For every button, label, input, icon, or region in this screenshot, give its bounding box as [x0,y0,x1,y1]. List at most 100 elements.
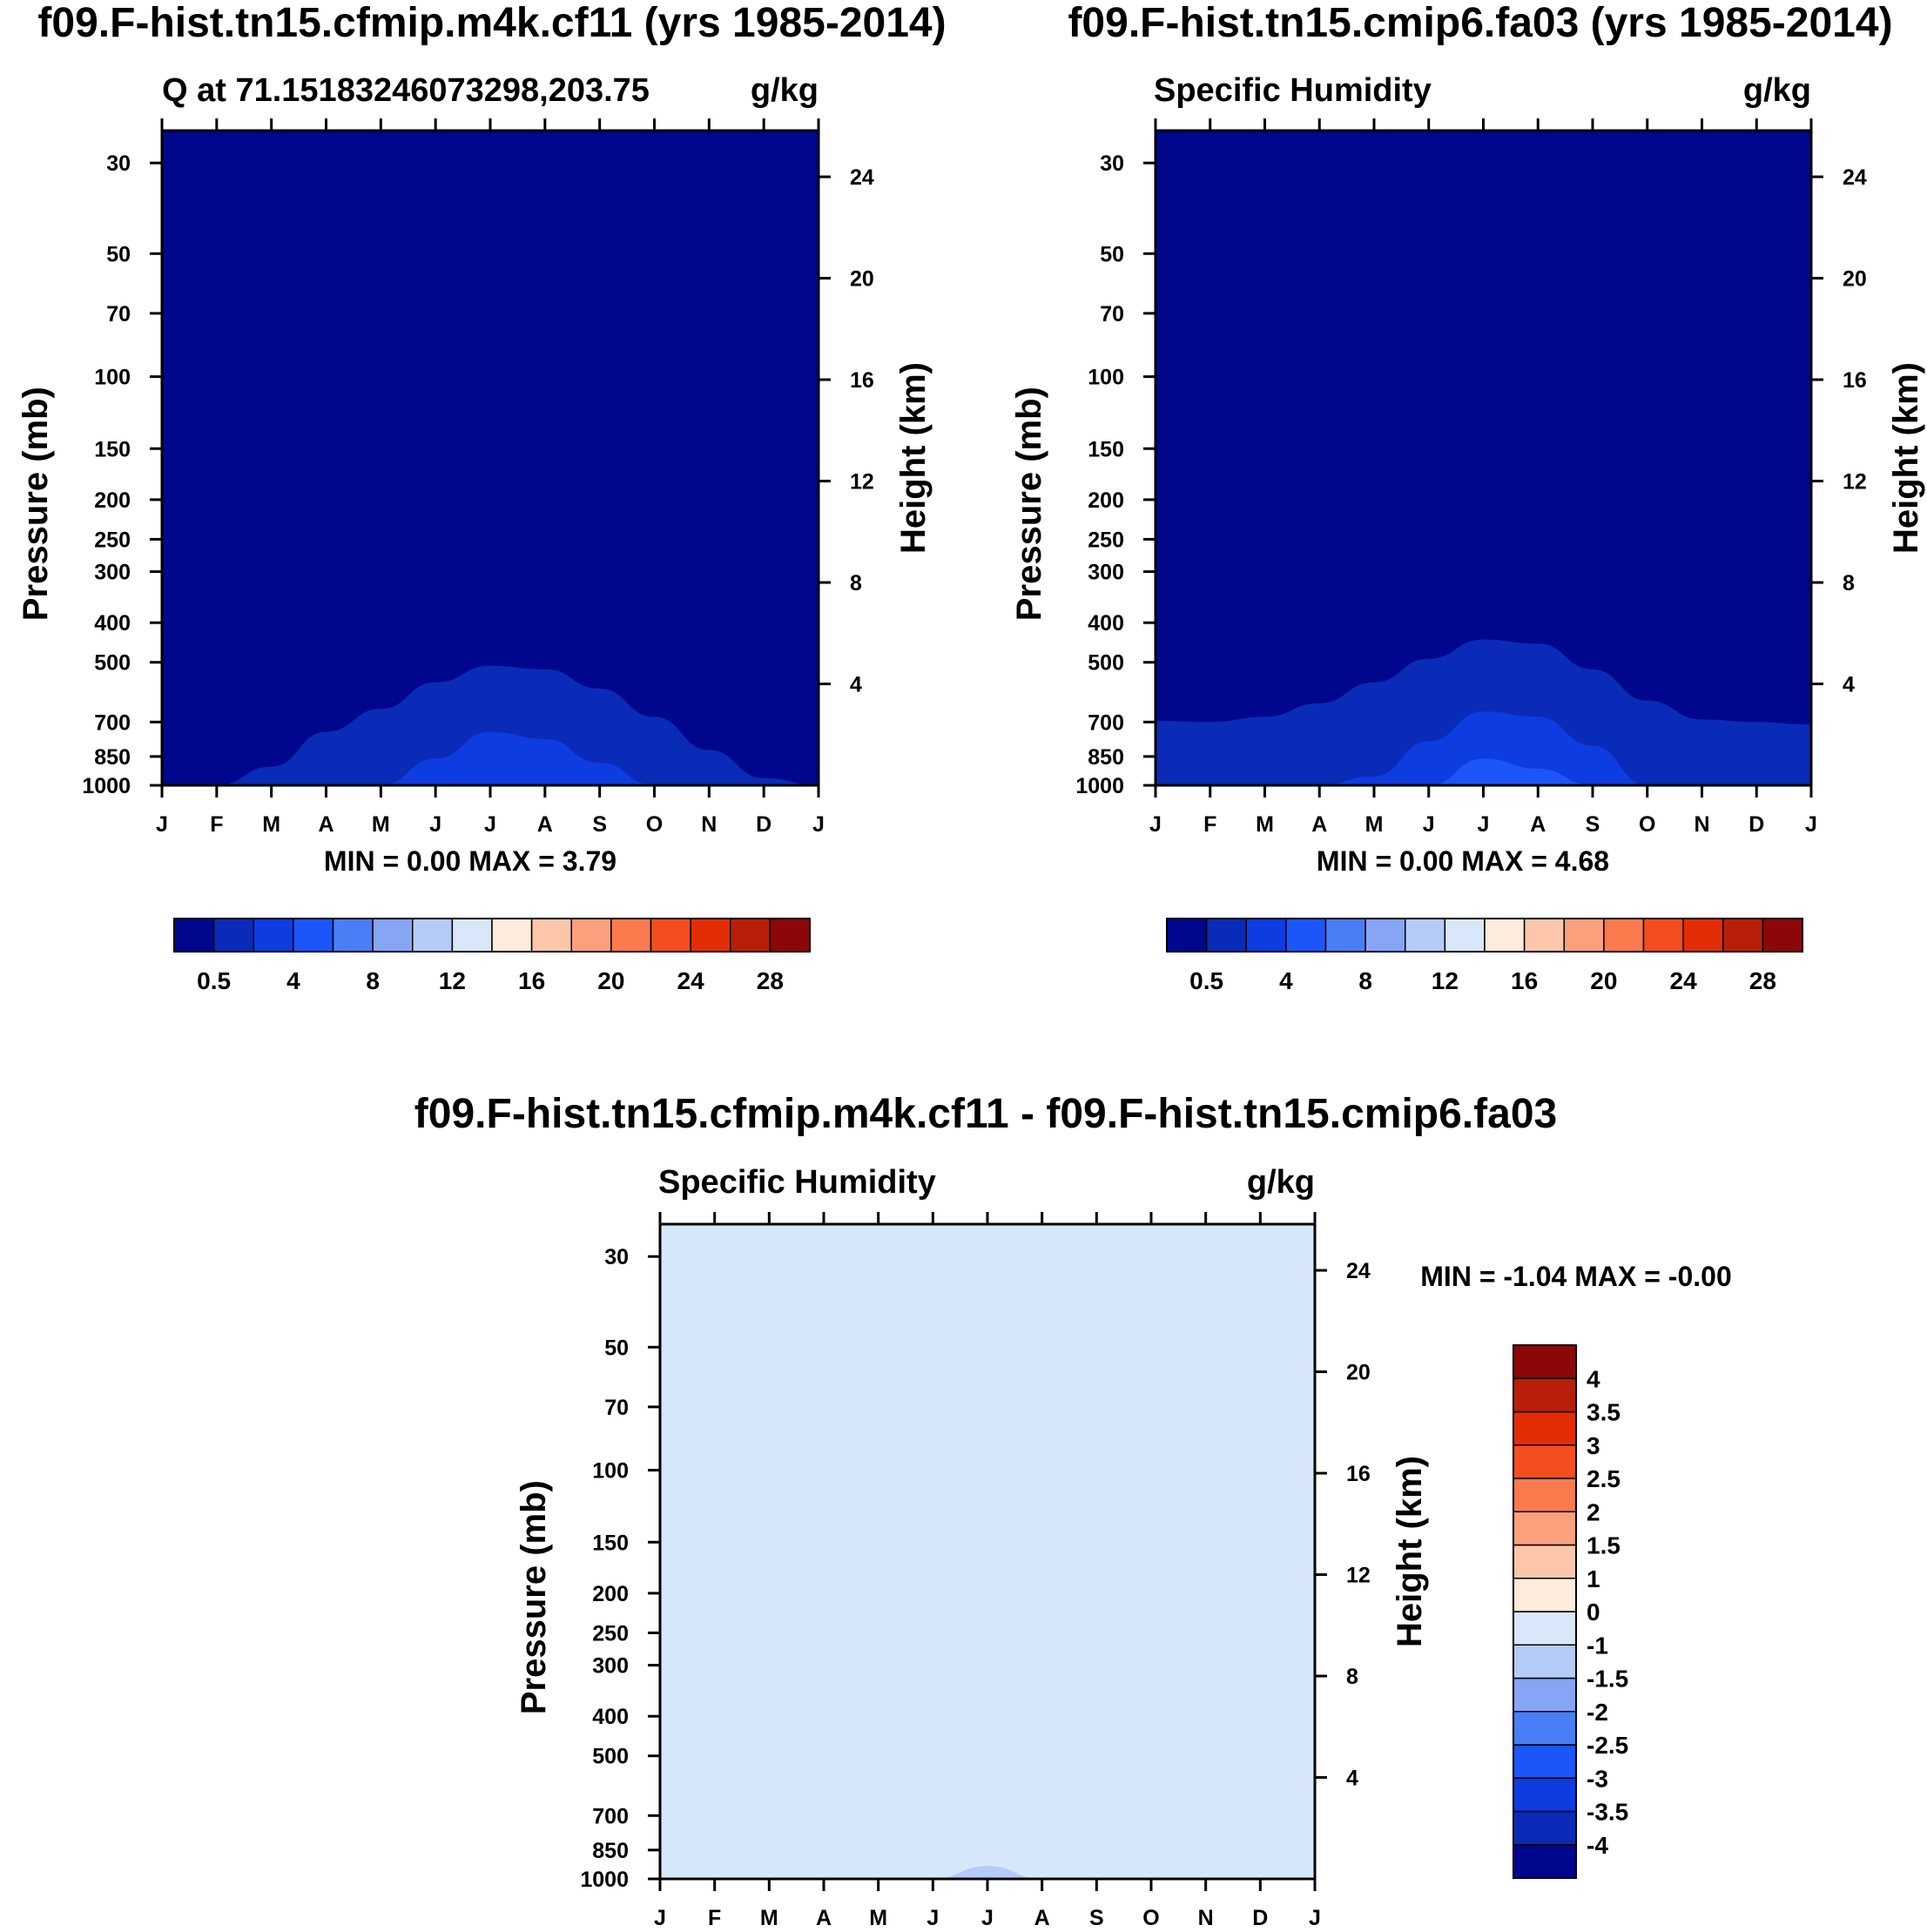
colorbar-label: 1.5 [1587,1532,1620,1559]
panel1-colorbar: 0.5 4 8 12 16 20 24 28 [173,918,811,994]
panel1-title: f09.F-hist.tn15.cfmip.m4k.cf11 (yrs 1985… [37,0,946,46]
colorbar-label: 8 [1358,967,1372,994]
colorbar-label: 24 [1670,967,1698,994]
colorbar-label: -2.5 [1587,1732,1628,1759]
panel2-title: f09.F-hist.tn15.cmip6.fa03 (yrs 1985-201… [1068,0,1892,46]
contour-fill-level-2 [162,731,819,785]
colorbar-box [1513,1544,1577,1579]
colorbar-box [451,918,493,953]
x-tick-label: A [1311,812,1327,837]
colorbar-label: 20 [597,967,624,994]
panel1-plot: J F M A M J J A S O N D J 30 50 70 100 150 200 250 300 400 500… [17,118,933,837]
y-tick-label: 400 [592,1705,629,1729]
x-tick-label: M [262,812,280,837]
y-tick-label: 150 [1088,437,1124,461]
colorbar-box [1285,918,1327,953]
x-tick-label: M [1365,812,1384,837]
colorbar-label: -2 [1587,1699,1608,1726]
y2-tick-label: 12 [1346,1564,1371,1588]
colorbar-box [1513,1844,1577,1879]
colorbar-label: 16 [518,967,545,994]
y2-tick-label: 20 [1346,1361,1371,1385]
colorbar-box [1444,918,1486,953]
colorbar-box [173,918,215,953]
colorbar-label: 4 [1587,1365,1600,1392]
x-tick-label: A [537,812,553,837]
colorbar-box [1642,918,1684,953]
colorbar-box [1513,1611,1577,1646]
x-tick-label: S [592,812,607,837]
panel2-plot: J F M A M J J A S O N D J 30 50 70 100 150 200 250 300 400 500… [1010,118,1925,837]
colorbar-box [1523,918,1565,953]
colorbar-box [212,918,254,953]
colorbar-box [769,918,811,953]
colorbar-box [253,918,294,953]
colorbar-box [1324,918,1366,953]
y-tick-label: 700 [1088,710,1124,735]
colorbar-box [1513,1511,1577,1546]
y-tick-label: 100 [1088,366,1124,390]
y2-tick-label: 16 [1346,1462,1371,1486]
panel3-plot: J F M A M J J A S O N D J 30 50 70 100 150 200 250 300 400 500… [515,1212,1429,1930]
x-tick-label: J [429,812,441,837]
colorbar-label: 16 [1511,967,1538,994]
y-tick-label: 250 [1088,528,1124,552]
x-tick-label: N [1198,1906,1214,1930]
y-tick-label: 500 [94,651,131,676]
colorbar-box [1405,918,1446,953]
y-tick-label: 30 [1100,151,1124,176]
colorbar-label: -4 [1587,1832,1608,1859]
x-tick-label: D [1252,1906,1268,1930]
colorbar-label: 0 [1587,1599,1600,1626]
x-tick-label: S [1586,812,1600,837]
y-tick-label: 500 [592,1745,629,1769]
x-tick-label: M [869,1906,887,1930]
colorbar-label: 1 [1587,1565,1600,1592]
x-tick-label: J [981,1906,994,1930]
colorbar-box [610,918,652,953]
x-tick-label: F [210,812,223,837]
y-tick-label: 850 [94,745,131,770]
y-tick-label: 500 [1088,651,1124,676]
colorbar-box [293,918,334,953]
y2-axis-label: Height (km) [1391,1456,1429,1647]
x-tick-label: M [372,812,390,837]
x-tick-label: N [701,812,717,837]
y2-tick-label: 16 [850,368,874,393]
colorbar-box [1513,1644,1577,1680]
y2-tick-label: 4 [1843,673,1855,697]
panel2-units-label: g/kg [1743,72,1811,109]
colorbar-box [1513,1377,1577,1413]
y-axis-label: Pressure (mb) [515,1480,553,1714]
colorbar-box [690,918,731,953]
colorbar-box [1513,1744,1577,1779]
colorbar-frame [1166,918,1803,953]
y2-tick-label: 4 [1346,1767,1358,1791]
colorbar-label: 12 [1432,967,1459,994]
y-axis-label: Pressure (mb) [17,387,55,621]
contour-fill-level-neg1 [660,1866,1315,1879]
x-tick-label: D [756,812,771,837]
y-tick-label: 850 [1088,745,1124,770]
colorbar-box [1722,918,1764,953]
y2-tick-label: 24 [1843,165,1867,190]
colorbar-box [1513,1410,1577,1446]
colorbar-box [1563,918,1605,953]
colorbar-box [570,918,612,953]
y-tick-label: 30 [604,1245,629,1269]
y-tick-label: 200 [94,488,131,513]
y-tick-label: 50 [604,1336,629,1360]
y-tick-label: 700 [94,710,131,735]
x-tick-label: M [1256,812,1274,837]
y2-tick-label: 12 [850,470,874,495]
contour-fill-level-3p5 [1156,758,1811,785]
colorbar-box [1762,918,1803,953]
y2-tick-label: 24 [850,165,874,190]
y2-tick-label: 24 [1346,1259,1371,1283]
x-tick-label: A [1034,1906,1050,1930]
colorbar-box [1513,1578,1577,1612]
colorbar-box [1513,1444,1577,1479]
colorbar-label: -3.5 [1587,1799,1628,1826]
panel3-units-label: g/kg [1247,1164,1315,1201]
x-tick-label: J [156,812,168,837]
